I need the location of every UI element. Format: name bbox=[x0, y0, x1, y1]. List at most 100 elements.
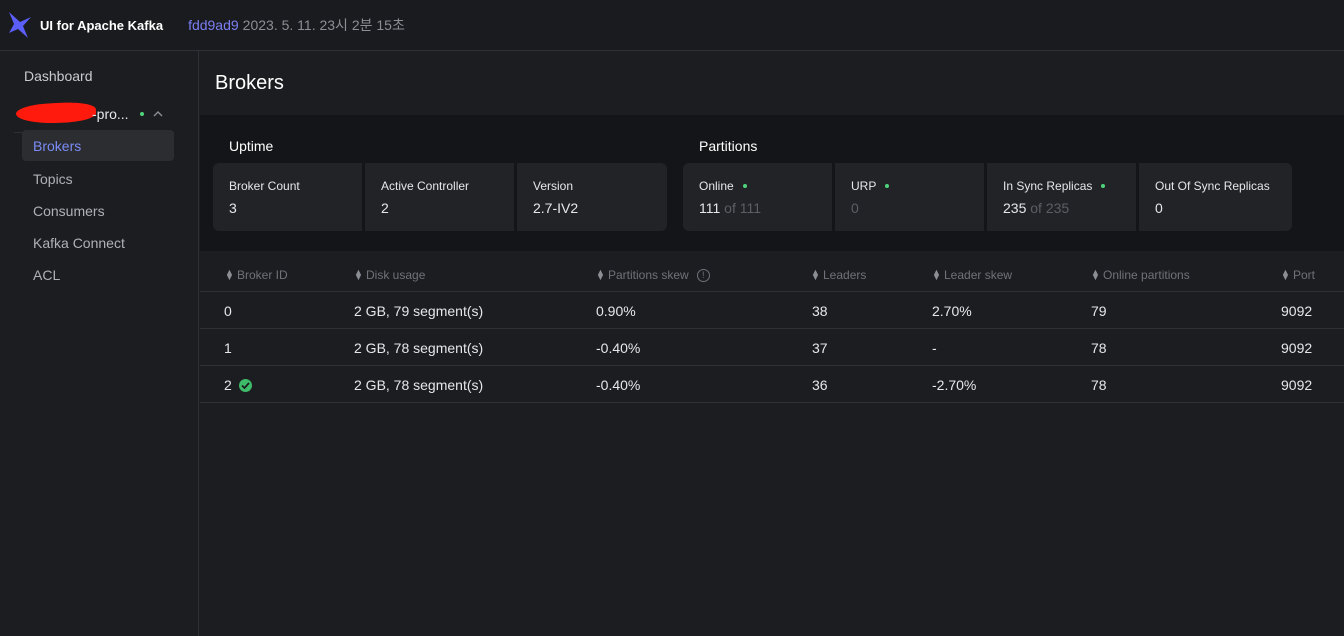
leaders-cell: 38 bbox=[812, 303, 828, 319]
metric-value-main: 235 bbox=[1003, 200, 1027, 216]
table-row[interactable]: 2 2 GB, 78 segment(s) -0.40% 36 -2.70% 7… bbox=[200, 366, 1344, 403]
table-row[interactable]: 1 2 GB, 78 segment(s) -0.40% 37 - 78 909… bbox=[200, 329, 1344, 366]
metric-card-active-controller: Active Controller 2 bbox=[365, 163, 514, 231]
table-row[interactable]: 0 2 GB, 79 segment(s) 0.90% 38 2.70% 79 … bbox=[200, 292, 1344, 329]
sort-icon: ▲ ▼ bbox=[811, 267, 820, 282]
metric-value-suffix: of 235 bbox=[1030, 200, 1070, 216]
metric-value-main: 111 bbox=[699, 200, 721, 216]
sort-icon: ▲ ▼ bbox=[1091, 267, 1100, 282]
metric-value-suffix: 0 bbox=[851, 200, 859, 216]
port-cell: 9092 bbox=[1281, 377, 1313, 393]
column-title: Port bbox=[1293, 268, 1316, 282]
broker-id-cell: 2 bbox=[224, 377, 252, 393]
metric-card-urp: URP 0 bbox=[835, 163, 984, 231]
partitions-skew-cell: -0.40% bbox=[596, 377, 641, 393]
sidebar: Dashboard -pro... Brokers Topics Consume… bbox=[0, 51, 199, 636]
column-header-leader-skew[interactable]: ▲ ▼ Leader skew bbox=[932, 267, 1013, 283]
metric-label-text: Online bbox=[699, 179, 734, 193]
online-partitions-cell: 78 bbox=[1091, 377, 1107, 393]
column-header-port[interactable]: ▲ ▼ Port bbox=[1281, 267, 1316, 283]
chevron-up-icon[interactable] bbox=[153, 106, 163, 120]
port-cell: 9092 bbox=[1281, 303, 1313, 319]
metric-value: 0 bbox=[1155, 200, 1163, 216]
leaders-cell: 37 bbox=[812, 340, 828, 356]
online-partitions-cell: 79 bbox=[1091, 303, 1107, 319]
column-title: Leaders bbox=[823, 268, 867, 282]
sort-icon: ▲ ▼ bbox=[354, 267, 363, 282]
metric-card-online: Online 111 of 111 bbox=[683, 163, 832, 231]
broker-id-link[interactable]: 2 bbox=[224, 377, 232, 393]
leader-skew-cell: -2.70% bbox=[932, 377, 977, 393]
sidebar-item-brokers[interactable]: Brokers bbox=[22, 130, 174, 161]
column-header-online-partitions[interactable]: ▲ ▼ Online partitions bbox=[1091, 267, 1190, 283]
metric-value: 0 bbox=[851, 200, 968, 216]
metric-label: Out Of Sync Replicas bbox=[1155, 179, 1270, 193]
metric-value: 111 of 111 bbox=[699, 200, 816, 216]
build-date: 2023. 5. 11. 23시 2분 15초 bbox=[242, 17, 405, 33]
kafka-logo-icon bbox=[9, 12, 31, 38]
disk-usage-cell: 2 GB, 78 segment(s) bbox=[354, 340, 484, 356]
metrics-panel: Uptime Partitions Broker Count 3 Active … bbox=[200, 115, 1344, 251]
page-title: Brokers bbox=[215, 72, 284, 94]
column-header-broker-id[interactable]: ▲ ▼ Broker ID bbox=[225, 267, 288, 283]
column-header-disk-usage[interactable]: ▲ ▼ Disk usage bbox=[354, 267, 425, 283]
sidebar-item-kafka-connect[interactable]: Kafka Connect bbox=[33, 234, 125, 251]
column-header-leaders[interactable]: ▲ ▼ Leaders bbox=[811, 267, 867, 283]
metric-card-out-of-sync-replicas: Out Of Sync Replicas 0 bbox=[1139, 163, 1292, 231]
sort-icon: ▲ ▼ bbox=[225, 267, 234, 282]
table-header: ▲ ▼ Broker ID ▲ ▼ Disk usage ▲ ▼ Partitions… bbox=[200, 252, 1344, 292]
status-dot bbox=[1101, 184, 1106, 188]
sort-icon: ▲ ▼ bbox=[596, 267, 605, 282]
partitions-skew-cell: 0.90% bbox=[596, 303, 636, 319]
metric-label: Version bbox=[533, 179, 574, 193]
port-cell: 9092 bbox=[1281, 340, 1313, 356]
app-title: UI for Apache Kafka bbox=[40, 17, 164, 33]
leader-skew-cell: 2.70% bbox=[932, 303, 972, 319]
metric-label: In Sync Replicas bbox=[1003, 179, 1120, 193]
metric-card-in-sync-replicas: In Sync Replicas 235 of 235 bbox=[987, 163, 1136, 231]
column-title: Leader skew bbox=[944, 268, 1013, 282]
sidebar-item-dashboard[interactable]: Dashboard bbox=[24, 68, 93, 84]
cluster-status-dot bbox=[140, 112, 144, 116]
main-content: Brokers Uptime Partitions Broker Count 3… bbox=[200, 51, 1344, 636]
column-title: Partitions skew bbox=[608, 268, 689, 282]
home-logo-link[interactable]: UI for Apache Kafka bbox=[8, 11, 163, 39]
online-partitions-cell: 78 bbox=[1091, 340, 1107, 356]
metric-value-suffix: of 111 bbox=[724, 200, 762, 216]
cluster-toggle[interactable]: -pro... bbox=[14, 95, 174, 133]
partitions-skew-cell: -0.40% bbox=[596, 340, 641, 356]
disk-usage-cell: 2 GB, 78 segment(s) bbox=[354, 377, 484, 393]
sidebar-item-acl[interactable]: ACL bbox=[33, 266, 61, 283]
metric-label: Active Controller bbox=[381, 179, 470, 193]
info-icon[interactable]: ! bbox=[696, 268, 710, 282]
metric-card-version: Version 2.7-IV2 bbox=[517, 163, 667, 231]
metric-label-text: In Sync Replicas bbox=[1003, 179, 1093, 193]
active-controller-check-icon bbox=[238, 378, 252, 392]
metric-label: URP bbox=[851, 179, 968, 193]
metric-label: Online bbox=[699, 179, 816, 193]
leaders-cell: 36 bbox=[812, 377, 828, 393]
metric-value: 3 bbox=[229, 200, 237, 216]
metric-value: 2.7-IV2 bbox=[533, 200, 579, 216]
metric-card-broker-count: Broker Count 3 bbox=[213, 163, 362, 231]
sort-icon: ▲ ▼ bbox=[932, 267, 941, 282]
metric-label-text: URP bbox=[851, 179, 877, 193]
status-dot bbox=[742, 184, 747, 188]
broker-id-link[interactable]: 1 bbox=[224, 340, 232, 356]
commit-link[interactable]: fdd9ad9 bbox=[188, 17, 239, 33]
partitions-section-label: Partitions bbox=[699, 138, 758, 154]
top-navbar: UI for Apache Kafka fdd9ad9 2023. 5. 11.… bbox=[0, 0, 1344, 51]
sort-icon: ▲ ▼ bbox=[1281, 267, 1290, 282]
column-title: Online partitions bbox=[1103, 268, 1190, 282]
metric-value: 2 bbox=[381, 200, 389, 216]
column-header-partitions-skew[interactable]: ▲ ▼ Partitions skew ! bbox=[596, 268, 710, 282]
sidebar-item-topics[interactable]: Topics bbox=[33, 170, 73, 187]
metric-value: 235 of 235 bbox=[1003, 200, 1120, 216]
metric-label: Broker Count bbox=[229, 179, 300, 193]
uptime-section-label: Uptime bbox=[229, 138, 274, 154]
broker-id-link[interactable]: 0 bbox=[224, 303, 232, 319]
disk-usage-cell: 2 GB, 79 segment(s) bbox=[354, 303, 484, 319]
sidebar-item-consumers[interactable]: Consumers bbox=[33, 202, 105, 219]
status-dot bbox=[885, 184, 890, 188]
redaction-mark bbox=[15, 101, 97, 125]
